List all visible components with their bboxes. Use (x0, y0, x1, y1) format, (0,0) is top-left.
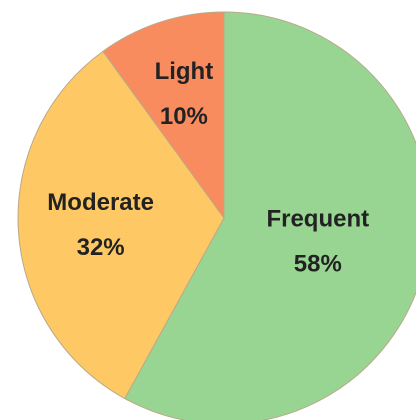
pie-slice (17, 50, 225, 400)
slice-label: Light (155, 58, 214, 85)
slice-value-label: 32% (77, 234, 125, 261)
pie-slice (124, 11, 416, 420)
pie-slice (102, 11, 225, 220)
slice-value-label: 10% (160, 103, 208, 130)
slice-value-label: 58% (294, 250, 342, 277)
slice-label: Frequent (266, 205, 369, 232)
slice-label: Moderate (47, 189, 154, 216)
